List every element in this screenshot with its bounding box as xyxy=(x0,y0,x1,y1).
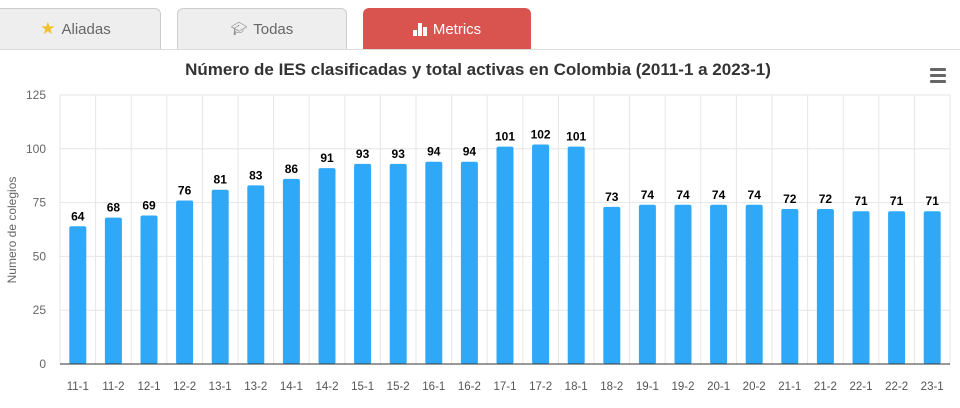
x-tick-label: 14-2 xyxy=(315,381,338,393)
data-label: 74 xyxy=(676,188,690,202)
y-tick-label: 100 xyxy=(26,142,46,156)
data-label: 71 xyxy=(854,194,868,208)
bar xyxy=(247,185,265,364)
data-label: 86 xyxy=(285,162,299,176)
data-label: 76 xyxy=(178,183,192,197)
x-tick-label: 15-1 xyxy=(351,381,374,393)
data-label: 71 xyxy=(890,194,904,208)
bar xyxy=(781,209,799,364)
data-label: 91 xyxy=(320,151,334,165)
x-tick-label: 16-2 xyxy=(458,381,481,393)
bar xyxy=(69,226,87,364)
y-tick-label: 0 xyxy=(39,357,46,371)
bar xyxy=(282,178,300,364)
data-label: 72 xyxy=(783,192,797,206)
data-label: 102 xyxy=(531,127,551,141)
chart-menu-button[interactable] xyxy=(930,68,946,86)
data-label: 74 xyxy=(748,188,762,202)
x-tick-label: 18-2 xyxy=(600,381,623,393)
y-axis-label: Numero de colegios xyxy=(5,177,19,284)
x-tick-label: 11-1 xyxy=(67,381,89,393)
data-label: 101 xyxy=(495,130,515,144)
chart-title: Número de IES clasificadas y total activ… xyxy=(185,60,771,79)
data-label: 81 xyxy=(214,173,228,187)
bar-chart-icon xyxy=(412,22,427,36)
data-label: 101 xyxy=(566,130,586,144)
x-tick-label: 13-2 xyxy=(244,381,267,393)
bar xyxy=(176,200,194,364)
bar xyxy=(354,163,372,364)
data-label: 74 xyxy=(712,188,726,202)
bar xyxy=(211,189,229,364)
data-label: 72 xyxy=(819,192,833,206)
data-label: 71 xyxy=(926,194,940,208)
x-tick-label: 18-1 xyxy=(565,381,588,393)
bar xyxy=(318,168,336,364)
data-label: 74 xyxy=(641,188,655,202)
data-label: 93 xyxy=(356,147,370,161)
star-icon: ★ xyxy=(40,19,56,38)
tab-label: Todas xyxy=(253,20,294,38)
data-label: 64 xyxy=(71,209,85,223)
x-tick-label: 17-1 xyxy=(493,381,516,393)
x-tick-label: 11-2 xyxy=(102,381,124,393)
x-tick-label: 20-1 xyxy=(707,381,730,393)
y-tick-label: 125 xyxy=(26,88,46,102)
data-label: 68 xyxy=(107,201,121,215)
data-label: 94 xyxy=(463,145,477,159)
bar xyxy=(567,146,585,364)
x-tick-label: 21-2 xyxy=(814,381,837,393)
y-tick-label: 75 xyxy=(33,196,47,210)
bar xyxy=(603,206,621,364)
data-label: 83 xyxy=(249,168,263,182)
data-label: 94 xyxy=(427,145,441,159)
x-tick-label: 20-2 xyxy=(743,381,766,393)
bar xyxy=(140,215,158,364)
x-tick-label: 22-1 xyxy=(849,381,872,393)
bar xyxy=(496,146,514,364)
x-tick-label: 22-2 xyxy=(885,381,908,393)
bar xyxy=(852,211,870,364)
tab-bar: ★ Aliadas 🎓︎ Todas Metrics xyxy=(0,0,960,50)
x-tick-label: 23-1 xyxy=(921,381,944,393)
x-tick-label: 15-2 xyxy=(387,381,410,393)
data-label: 93 xyxy=(392,147,406,161)
data-label: 69 xyxy=(142,199,156,213)
x-tick-label: 21-1 xyxy=(778,381,801,393)
bar xyxy=(425,161,443,364)
bar xyxy=(104,217,122,364)
bar xyxy=(745,204,763,364)
tab-label: Metrics xyxy=(432,20,482,38)
bar xyxy=(710,204,728,364)
x-tick-label: 13-1 xyxy=(209,381,232,393)
x-tick-label: 12-2 xyxy=(173,381,196,393)
x-tick-label: 14-1 xyxy=(280,381,303,393)
bar xyxy=(532,144,550,364)
bar xyxy=(888,211,906,364)
bar xyxy=(389,163,407,364)
bar xyxy=(460,161,478,364)
bar xyxy=(674,204,692,364)
x-tick-label: 12-1 xyxy=(137,381,160,393)
tab-metrics[interactable]: Metrics xyxy=(363,8,531,49)
graduation-cap-icon: 🎓︎ xyxy=(230,21,248,36)
y-tick-label: 50 xyxy=(33,249,47,263)
bar xyxy=(923,211,941,364)
y-tick-label: 25 xyxy=(33,303,47,317)
tab-aliadas[interactable]: ★ Aliadas xyxy=(0,8,161,49)
tab-todas[interactable]: 🎓︎ Todas xyxy=(177,8,347,49)
bar xyxy=(638,204,656,364)
x-tick-label: 16-1 xyxy=(422,381,445,393)
tab-label: Aliadas xyxy=(61,20,111,38)
bar xyxy=(816,209,834,364)
x-tick-label: 17-2 xyxy=(529,381,552,393)
x-tick-label: 19-1 xyxy=(636,381,659,393)
x-tick-label: 19-2 xyxy=(671,381,694,393)
data-label: 73 xyxy=(605,190,619,204)
